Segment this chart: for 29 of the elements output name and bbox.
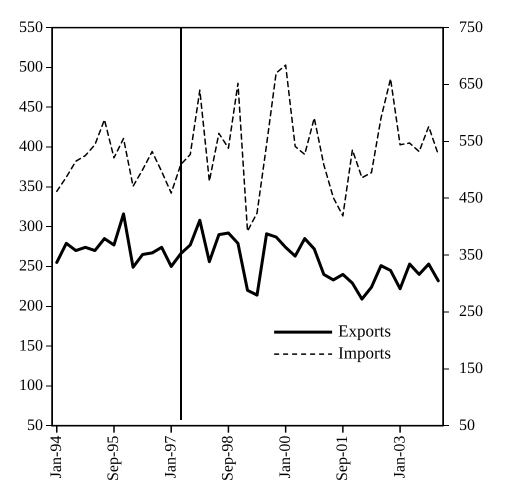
y2-tick-label: 550 bbox=[459, 132, 483, 150]
y-tick-label: 350 bbox=[19, 178, 43, 196]
y2-tick-label: 150 bbox=[459, 360, 483, 378]
x-tick-label: Sep-01 bbox=[334, 436, 352, 481]
y-tick-label: 550 bbox=[19, 18, 43, 36]
x-tick-label: Sep-98 bbox=[220, 436, 237, 481]
legend-label: Imports bbox=[338, 344, 392, 363]
y-tick-label: 500 bbox=[19, 58, 43, 76]
y-tick-label: 400 bbox=[19, 138, 43, 156]
y2-tick-label: 250 bbox=[459, 303, 483, 320]
y-tick-label: 250 bbox=[19, 258, 43, 275]
x-tick-label: Jan-03 bbox=[391, 436, 408, 478]
y2-tick-label: 50 bbox=[459, 416, 475, 434]
y-tick-label: 300 bbox=[19, 218, 43, 235]
y2-tick-label: 650 bbox=[459, 76, 483, 93]
x-tick-label: Jan-00 bbox=[276, 436, 294, 478]
y2-tick-label: 350 bbox=[459, 246, 483, 264]
y-tick-label: 100 bbox=[19, 377, 43, 394]
y-tick-label: 200 bbox=[19, 297, 43, 314]
y-tick-label: 450 bbox=[19, 98, 43, 116]
x-tick-label: Jan-97 bbox=[162, 436, 180, 478]
y-tick-label: 150 bbox=[19, 337, 43, 354]
y-tick-label: 50 bbox=[27, 416, 43, 434]
x-tick-label: Jan-94 bbox=[48, 436, 65, 478]
legend-label: Exports bbox=[338, 322, 392, 341]
x-tick-label: Sep-95 bbox=[105, 436, 122, 481]
y2-tick-label: 750 bbox=[459, 18, 483, 36]
line-series bbox=[56, 64, 439, 232]
y2-tick-label: 450 bbox=[459, 189, 483, 206]
